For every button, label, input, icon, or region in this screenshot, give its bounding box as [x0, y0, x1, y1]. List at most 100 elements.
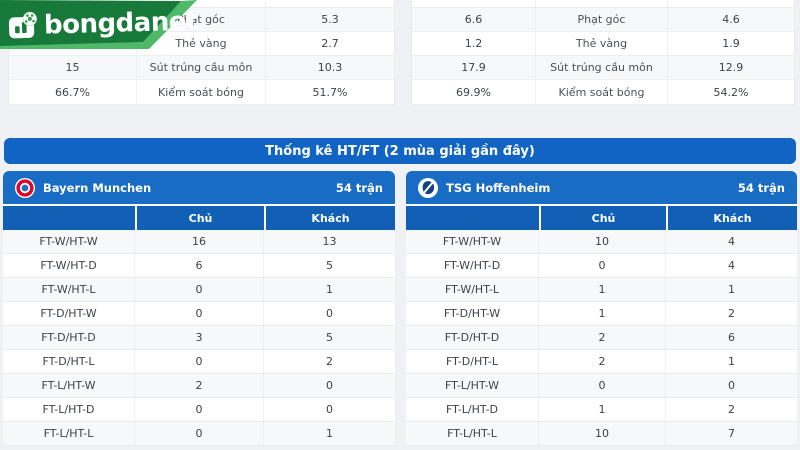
- htft-row: FT-L/HT-L 0 1: [3, 422, 395, 446]
- htft-chu-value: 0: [135, 278, 264, 301]
- htft-row: FT-D/HT-L 2 1: [406, 350, 797, 374]
- htft-row: FT-L/HT-D 1 2: [406, 398, 797, 422]
- htft-khach-value: 0: [326, 307, 333, 320]
- stat-label: Thẻ vàng: [536, 32, 668, 55]
- stat-home-value: 17.9: [412, 56, 536, 79]
- htft-chu-value: 0: [135, 350, 264, 373]
- htft-table-left: Bayern Munchen 54 trận Chủ Khách FT-W/HT…: [3, 171, 395, 446]
- htft-row: FT-D/HT-W 1 2: [406, 302, 797, 326]
- htft-chu-value: 0: [135, 398, 264, 421]
- htft-row: FT-W/HT-D 6 5: [3, 254, 395, 278]
- htft-row: FT-L/HT-D 0 0: [3, 398, 395, 422]
- col-header-chu: Chủ: [539, 206, 666, 230]
- stat-row: 66.7% Kiểm soát bóng 51.7%: [9, 80, 394, 104]
- htft-label: FT-W/HT-D: [3, 254, 135, 277]
- htft-khach-value: 6: [728, 331, 735, 344]
- htft-chu-value: 0: [539, 374, 666, 397]
- htft-label: FT-L/HT-W: [406, 374, 539, 397]
- htft-table-right: TSG Hoffenheim 54 trận Chủ Khách FT-W/HT…: [406, 171, 797, 446]
- htft-label: FT-D/HT-D: [406, 326, 539, 349]
- htft-label: FT-L/HT-L: [406, 422, 539, 445]
- htft-khach-value: 5: [326, 259, 333, 272]
- htft-khach-value: 1: [326, 283, 333, 296]
- htft-label: FT-L/HT-L: [3, 422, 135, 445]
- htft-khach-value: 1: [728, 355, 735, 368]
- htft-chu-value: 16: [135, 230, 264, 253]
- htft-chu-value: 10: [539, 230, 666, 253]
- matches-count: 54 trận: [335, 180, 383, 195]
- htft-khach-value: 5: [326, 331, 333, 344]
- bongdanet-logo-icon: [8, 11, 37, 39]
- htft-khach-value: 2: [728, 307, 735, 320]
- team-header-left: Bayern Munchen 54 trận: [3, 171, 395, 204]
- ribbon-shape: [0, 0, 197, 49]
- stat-label: Kiểm soát bóng: [536, 80, 668, 104]
- htft-chu-value: 3: [135, 326, 264, 349]
- team-name: Bayern Munchen: [43, 180, 152, 195]
- htft-chu-value: 1: [539, 302, 666, 325]
- stat-home-value: 15: [9, 56, 137, 79]
- htft-label: FT-L/HT-D: [406, 398, 539, 421]
- htft-row: FT-L/HT-L 10 7: [406, 422, 797, 446]
- htft-chu-value: 2: [539, 326, 666, 349]
- htft-label: FT-D/HT-W: [406, 302, 539, 325]
- stat-away-value: 54.2%: [713, 85, 749, 99]
- top-stats-table-right: 6.6 Phạt góc 4.6 1.2 Thẻ vàng 1.9 17.9 S…: [411, 0, 795, 105]
- stat-home-value: 69.9%: [412, 80, 536, 104]
- stat-away-value: 51.7%: [312, 85, 348, 99]
- stat-row: 69.9% Kiểm soát bóng 54.2%: [412, 80, 794, 104]
- htft-khach-value: 0: [728, 379, 735, 392]
- htft-khach-value: 0: [326, 379, 333, 392]
- htft-chu-value: 2: [135, 374, 264, 397]
- team-header-right: TSG Hoffenheim 54 trận: [406, 171, 797, 204]
- htft-khach-value: 1: [326, 427, 333, 440]
- htft-chu-value: 0: [135, 422, 264, 445]
- htft-chu-value: 0: [135, 302, 264, 325]
- htft-row: FT-W/HT-L 0 1: [3, 278, 395, 302]
- htft-khach-value: 1: [728, 283, 735, 296]
- htft-label: FT-W/HT-L: [406, 278, 539, 301]
- stat-partial-row: [412, 0, 794, 8]
- htft-row: FT-W/HT-W 10 4: [406, 230, 797, 254]
- htft-label: FT-D/HT-L: [406, 350, 539, 373]
- htft-khach-value: 2: [728, 403, 735, 416]
- htft-row: FT-D/HT-D 2 6: [406, 326, 797, 350]
- htft-row: FT-D/HT-D 3 5: [3, 326, 395, 350]
- stat-row: 1.2 Thẻ vàng 1.9: [412, 32, 794, 56]
- stat-row: 15 Sút trúng cầu môn 10.3: [9, 56, 394, 80]
- htft-khach-value: 0: [326, 403, 333, 416]
- tsg-crest-icon: [418, 177, 438, 198]
- stat-away-value: 4.6: [722, 13, 740, 26]
- stat-label: Phạt góc: [137, 8, 266, 31]
- htft-khach-value: 7: [728, 427, 735, 440]
- htft-label: FT-W/HT-L: [3, 278, 135, 301]
- brand-banner[interactable]: bongdanet: [0, 0, 205, 52]
- htft-label: FT-W/HT-W: [406, 230, 539, 253]
- htft-label: FT-W/HT-D: [406, 254, 539, 277]
- htft-row: FT-L/HT-W 0 0: [406, 374, 797, 398]
- htft-chu-value: 6: [135, 254, 264, 277]
- section-title: Thống kê HT/FT (2 mùa giải gần đây): [265, 143, 535, 159]
- bayern-crest-icon: [15, 177, 35, 198]
- htft-row: FT-D/HT-L 0 2: [3, 350, 395, 374]
- htft-row: FT-D/HT-W 0 0: [3, 302, 395, 326]
- stat-label: Sút trúng cầu môn: [137, 56, 266, 79]
- stat-label: Phạt góc: [536, 8, 668, 31]
- stat-label: Kiểm soát bóng: [137, 80, 266, 104]
- team-name: TSG Hoffenheim: [446, 180, 551, 195]
- stat-away-value: 5.3: [321, 13, 339, 26]
- htft-khach-value: 13: [322, 235, 337, 248]
- stat-label: Sút trúng cầu môn: [536, 56, 668, 79]
- stat-away-value: 2.7: [321, 37, 339, 50]
- stat-away-value: 1.9: [722, 37, 740, 50]
- htft-label: FT-D/HT-D: [3, 326, 135, 349]
- htft-label: FT-L/HT-D: [3, 398, 135, 421]
- htft-khach-value: 4: [728, 235, 735, 248]
- stat-home-value: 1.2: [412, 32, 536, 55]
- column-header-row: Chủ Khách: [406, 204, 797, 230]
- col-header-khach: Khách: [264, 206, 395, 230]
- stat-away-value: 10.3: [317, 61, 343, 74]
- stat-home-value: 66.7%: [9, 80, 137, 104]
- col-header-chu: Chủ: [135, 206, 264, 230]
- column-header-row: Chủ Khách: [3, 204, 395, 230]
